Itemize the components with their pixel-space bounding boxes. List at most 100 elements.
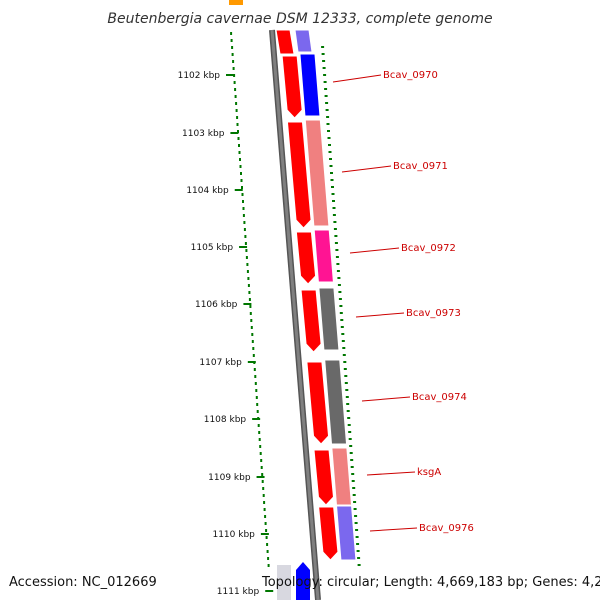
gc-dot (348, 431, 352, 433)
topology-summary: Topology: circular; Length: 4,669,183 bp… (262, 575, 600, 590)
gc-dot (242, 207, 245, 210)
gene-label: Bcav_0974 (412, 392, 467, 403)
gc-dot (258, 431, 261, 434)
cds-arrow (306, 361, 330, 445)
gc-dot (332, 214, 336, 216)
gc-dot (261, 473, 264, 476)
gene-bar (304, 119, 330, 227)
gc-dot (324, 88, 328, 90)
gc-dot (234, 88, 237, 91)
gc-dot (232, 60, 235, 63)
gc-skew-track (230, 32, 361, 567)
gc-dot (330, 179, 334, 181)
gc-dot (236, 123, 239, 126)
partial-feature-bottom-blue (296, 562, 310, 600)
cds-arrow (313, 449, 334, 506)
gc-dot (252, 354, 255, 357)
gc-dot (238, 151, 241, 154)
gc-dot (243, 228, 246, 231)
gc-dot (341, 333, 345, 335)
gene-partial (294, 29, 313, 53)
scale-ticks: 1102 kbp 1103 kbp 1104 kbp 1105 kbp 1106 kbp… (178, 71, 274, 597)
gc-dot (332, 200, 335, 202)
gc-dot (327, 137, 331, 139)
gc-dot (328, 144, 331, 146)
gc-dot (230, 39, 233, 42)
gc-dot (237, 130, 239, 133)
gc-dot (242, 200, 244, 203)
gc-dot (323, 81, 327, 83)
gc-dot (237, 137, 240, 140)
gc-dot (242, 214, 245, 217)
gc-dot (267, 557, 270, 560)
gc-dot (356, 543, 360, 545)
gc-dot (255, 396, 258, 399)
gc-dot (246, 263, 249, 266)
gc-dot (332, 207, 336, 209)
gc-dot (346, 403, 350, 405)
gc-dot (357, 564, 361, 566)
gc-dot (232, 67, 235, 70)
gc-dot (338, 298, 342, 300)
gc-dot (264, 522, 267, 525)
cds-arrow (318, 506, 339, 561)
partial-feature-bottom (277, 565, 291, 600)
gc-dot (254, 375, 257, 378)
gc-dot (249, 312, 252, 315)
gc-dot (239, 165, 242, 168)
gc-dot (262, 487, 265, 490)
gc-dot (336, 263, 340, 265)
cds-arrow (295, 231, 317, 285)
gene-bar (336, 505, 357, 561)
gene-bar (324, 359, 348, 445)
gc-dot (354, 522, 358, 524)
tick-label: 1104 kbp (186, 186, 229, 196)
gc-dot (337, 277, 341, 279)
gc-dot (265, 529, 268, 532)
gc-dot (328, 151, 332, 153)
gc-dot (264, 515, 267, 518)
gc-dot (266, 543, 269, 546)
gc-dot (351, 480, 355, 482)
tick-label: 1106 kbp (195, 300, 238, 310)
tick-label: 1111 kbp (217, 587, 260, 597)
gc-dot (343, 361, 347, 363)
gene-label: Bcav_0970 (383, 70, 438, 81)
gc-dot (259, 452, 262, 455)
gc-dot (352, 487, 356, 489)
gc-dot (265, 536, 268, 539)
gc-dot (260, 466, 263, 469)
gc-dot (344, 382, 348, 384)
tick-label: 1108 kbp (204, 415, 247, 425)
gene-label: Bcav_0973 (406, 308, 461, 319)
gc-dot (267, 564, 270, 567)
gc-dot (323, 74, 327, 76)
gene-bar (331, 447, 353, 506)
gc-dot (330, 172, 333, 174)
gc-dot (258, 438, 261, 441)
gc-dot (251, 340, 254, 343)
gc-dot (252, 347, 255, 350)
gc-dot (353, 501, 357, 503)
gc-dot (355, 529, 359, 531)
tick-label: 1110 kbp (212, 530, 255, 540)
feature-track (229, 0, 357, 600)
gc-dot (243, 221, 246, 224)
gc-dot (263, 508, 266, 511)
gc-dot (236, 116, 239, 119)
gc-dot (231, 46, 234, 49)
gc-dot (346, 410, 350, 412)
gc-dot (355, 536, 359, 538)
gene-bar (318, 287, 340, 351)
gc-dot (336, 270, 340, 272)
leader-line (355, 312, 405, 318)
gc-dot (341, 340, 345, 342)
gc-dot (244, 242, 247, 245)
gene-label: ksgA (417, 467, 441, 478)
gc-dot (248, 298, 251, 301)
gc-dot (343, 368, 347, 370)
leader-line (349, 247, 400, 254)
leader-line (369, 527, 418, 532)
gc-dot (240, 179, 243, 182)
